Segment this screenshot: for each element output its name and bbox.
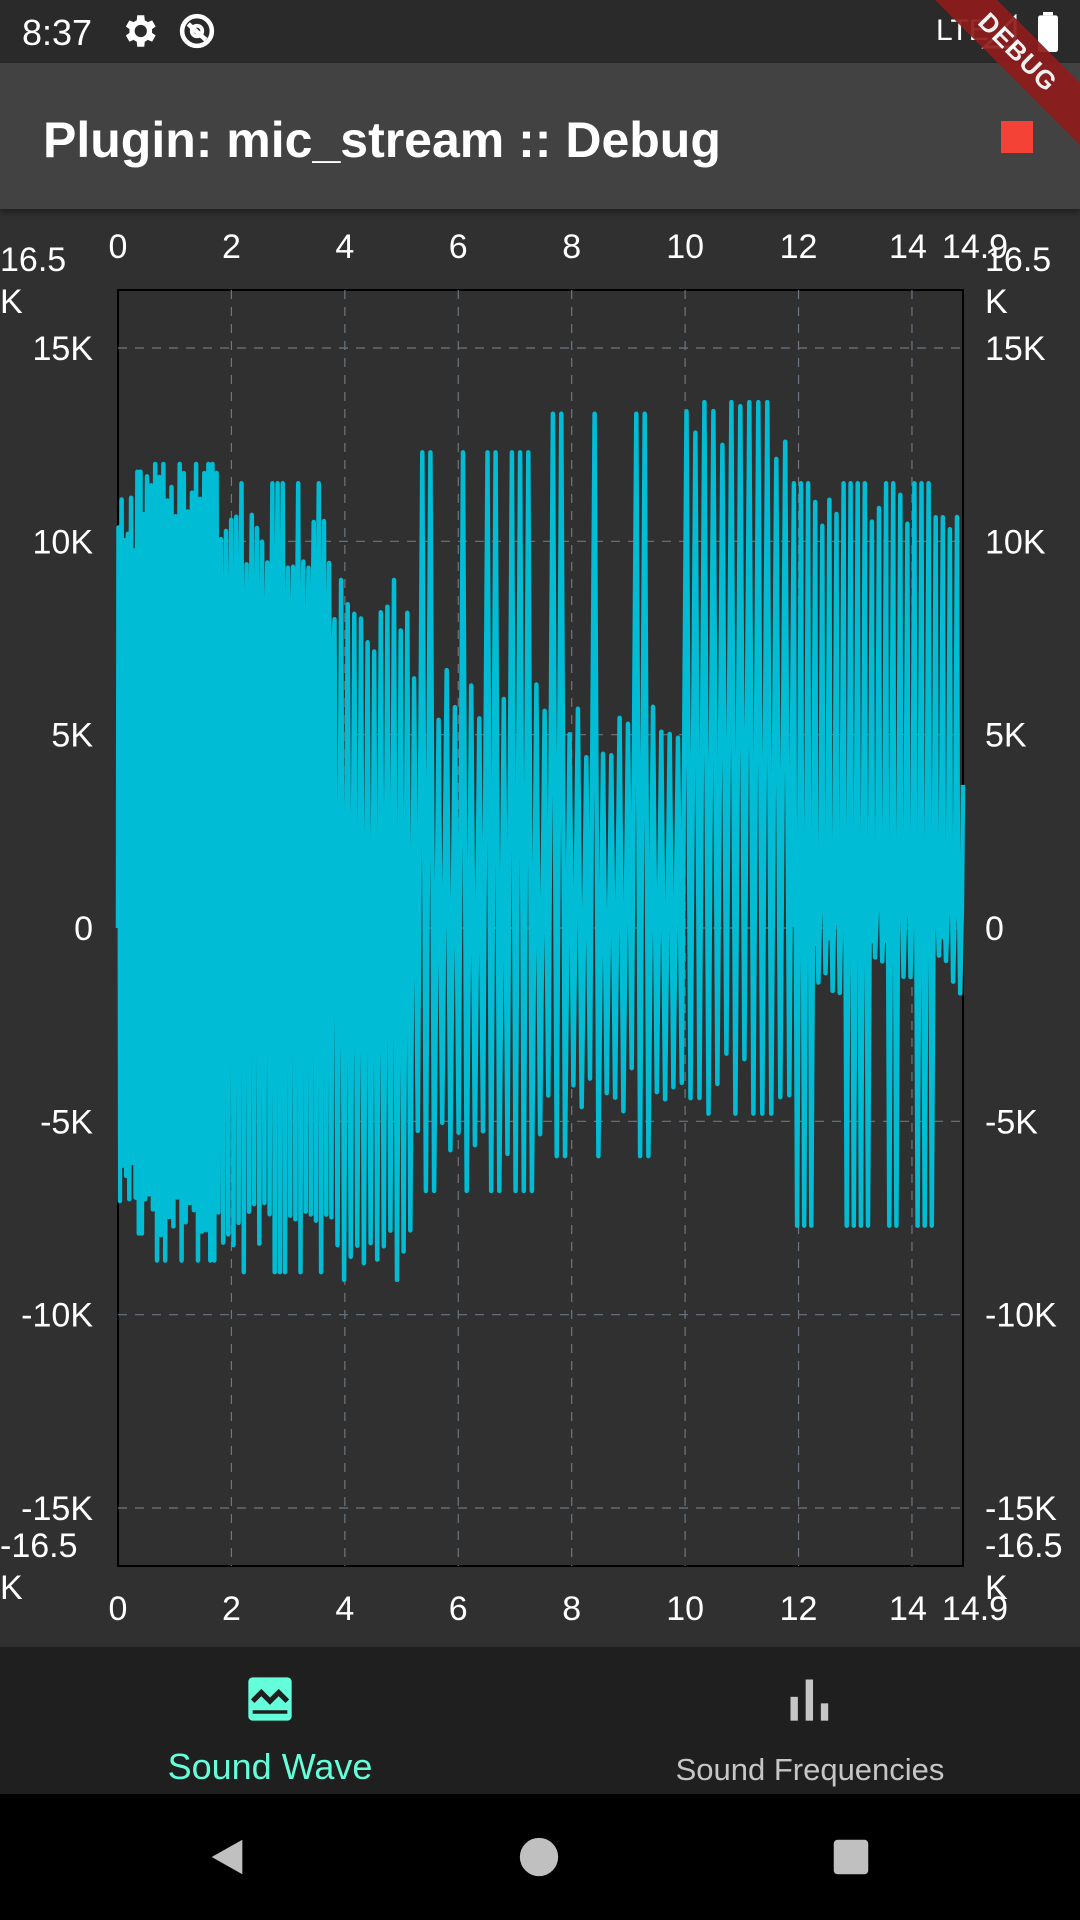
x-tick-label-top: 12	[780, 228, 818, 266]
y-tick-label-right: 0	[985, 910, 1004, 948]
x-tick-label-top: 10	[666, 228, 704, 266]
sound-wave-chart: 0 0 2 2 4 4 6 6 8 8 10 10 12 12 14 14 14.9 14.9 16.5 K 16.5 K…	[0, 209, 1080, 1647]
x-tick-label-top: 14.9	[942, 228, 1008, 266]
y-tick-label-left: 5K	[51, 717, 93, 755]
x-tick-label-top: 2	[222, 228, 241, 266]
bottom-navigation: Sound Wave Sound Frequencies	[0, 1647, 1080, 1794]
gear-icon	[125, 15, 156, 47]
back-icon[interactable]	[204, 1834, 250, 1880]
x-tick-label-bottom: 0	[109, 1590, 128, 1628]
x-tick-label-bottom: 10	[666, 1590, 704, 1628]
y-tick-label-right: 15K	[985, 330, 1046, 368]
page-title: Plugin: mic_stream :: Debug	[43, 112, 721, 168]
x-tick-label-bottom: 6	[449, 1590, 468, 1628]
waveform-icon	[248, 1677, 292, 1721]
x-tick-label-bottom: 4	[335, 1590, 354, 1628]
recents-icon[interactable]	[828, 1834, 874, 1880]
y-tick-label-left: 16.5 K	[0, 241, 66, 321]
y-tick-label-left: 10K	[33, 523, 94, 561]
status-time: 8:37	[22, 12, 93, 53]
x-tick-label-top: 6	[449, 228, 468, 266]
battery-icon	[1038, 12, 1058, 52]
nav-label-sound-wave: Sound Wave	[167, 1746, 373, 1787]
y-tick-label-left: -5K	[40, 1103, 93, 1141]
home-icon[interactable]	[516, 1834, 562, 1880]
y-tick-label-right: -5K	[985, 1103, 1038, 1141]
nav-item-sound-wave[interactable]: Sound Wave	[0, 1647, 540, 1794]
x-tick-label-top: 4	[335, 228, 354, 266]
status-bar: 8:37 LTE	[0, 0, 1080, 63]
bar-chart-icon	[790, 1679, 829, 1721]
y-tick-label-right: -10K	[985, 1297, 1057, 1335]
y-tick-label-right: -15K	[985, 1490, 1057, 1528]
y-tick-label-left: 0	[74, 910, 93, 948]
x-tick-label-bottom: 12	[780, 1590, 818, 1628]
x-tick-label-bottom: 8	[562, 1590, 581, 1628]
y-tick-label-left: -10K	[21, 1297, 93, 1335]
y-tick-label-right: 16.5 K	[985, 241, 1051, 321]
y-tick-label-left: -15K	[21, 1490, 93, 1528]
y-tick-label-left: 15K	[33, 330, 94, 368]
stop-icon[interactable]	[1001, 121, 1033, 153]
system-nav-bar	[0, 1794, 1080, 1920]
x-tick-label-top: 8	[562, 228, 581, 266]
y-tick-label-left: -16.5 K	[0, 1527, 78, 1607]
y-tick-label-right: 5K	[985, 717, 1027, 755]
x-tick-label-bottom: 2	[222, 1590, 241, 1628]
sync-icon	[179, 13, 215, 49]
x-tick-label-bottom: 14	[889, 1590, 927, 1628]
app-bar: Plugin: mic_stream :: Debug	[0, 63, 1080, 209]
waveform-series-line	[115, 399, 966, 1283]
x-tick-label-top: 0	[109, 228, 128, 266]
x-tick-label-top: 14	[889, 228, 927, 266]
x-tick-label-bottom: 14.9	[942, 1590, 1008, 1628]
nav-item-sound-frequencies[interactable]: Sound Frequencies	[540, 1647, 1080, 1794]
nav-label-sound-frequencies: Sound Frequencies	[675, 1752, 945, 1787]
y-tick-label-right: 10K	[985, 523, 1046, 561]
y-tick-label-right: -16.5 K	[985, 1527, 1063, 1607]
